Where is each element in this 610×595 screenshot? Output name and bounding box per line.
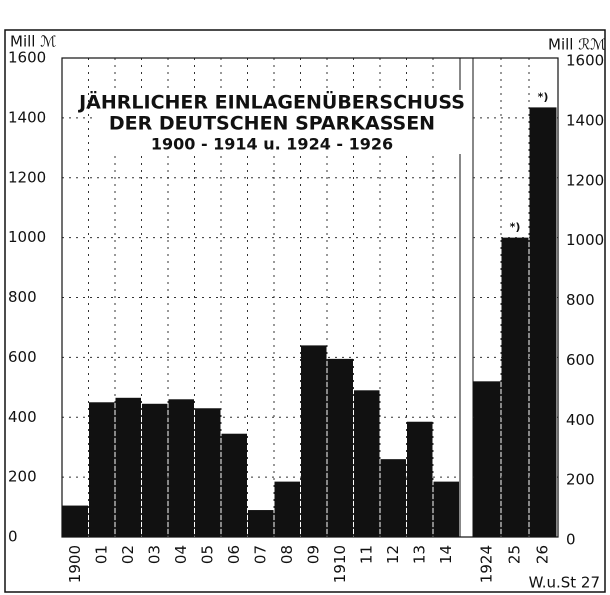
y-tick-label: 600 [8,348,37,366]
bar [354,390,380,537]
y-axis-label: Mill ℳ [10,33,56,51]
y2-tick-label: 400 [566,411,595,429]
y-tick-label: 0 [8,528,18,546]
x-tick-label: 03 [145,545,163,564]
x-tick-label: 02 [119,545,137,564]
chart-title: JÄHRLICHER EINLAGENÜBERSCHUSS [77,90,465,114]
x-tick-label: 01 [92,545,110,564]
title-bg [92,90,464,154]
bar [501,237,529,537]
y2-tick-label: 800 [566,291,595,309]
chart-title: DER DEUTSCHEN SPARKASSEN [109,113,435,135]
bar [115,397,141,537]
bar [327,358,353,537]
chart-title: 1900 - 1914 u. 1924 - 1926 [151,135,393,154]
y-tick-label: 200 [8,468,37,486]
bar [221,433,247,537]
y2-tick-label: 1200 [566,171,604,189]
x-tick-label: 1900 [66,545,84,583]
bar [407,421,433,537]
y2-tick-label: 1600 [566,52,604,70]
y2-tick-label: 0 [566,531,576,549]
bar [89,402,115,537]
y-tick-label: 1600 [8,49,46,67]
y2-tick-label: 1400 [566,111,604,129]
bar [274,481,300,537]
bar [142,403,168,537]
y-tick-label: 800 [8,288,37,306]
x-tick-label: 06 [225,545,243,564]
x-tick-label: 1910 [331,545,349,583]
x-tick-label: 14 [437,545,455,564]
bar [248,510,274,537]
bar [301,345,327,537]
bar [473,381,501,537]
bar [195,408,221,537]
x-tick-label: 1924 [478,545,496,583]
x-tick-label: 04 [172,545,190,564]
annotation: *) [510,221,521,234]
y2-tick-label: 1000 [566,231,604,249]
y-tick-label: 1200 [8,168,46,186]
bar [168,399,194,537]
x-tick-label: 08 [278,545,296,564]
y-tick-label: 1400 [8,108,46,126]
x-tick-label: 07 [251,545,269,564]
x-tick-label: 13 [410,545,428,564]
bar [62,505,88,537]
annotation: *) [538,90,549,103]
x-tick-label: 25 [506,545,524,564]
source: W.u.St 27 [529,574,600,592]
y-tick-label: 1000 [8,228,46,246]
y2-axis-label: Mill ℛℳ [548,36,606,54]
x-tick-label: 26 [534,545,552,564]
y2-tick-label: 200 [566,471,595,489]
x-tick-label: 05 [198,545,216,564]
x-tick-label: 09 [304,545,322,564]
x-tick-label: 11 [357,545,375,564]
bar [529,107,557,537]
bar [380,459,406,537]
frame [4,29,606,593]
y-tick-label: 400 [8,408,37,426]
y2-tick-label: 600 [566,351,595,369]
x-tick-label: 12 [384,545,402,564]
bar [433,481,459,537]
